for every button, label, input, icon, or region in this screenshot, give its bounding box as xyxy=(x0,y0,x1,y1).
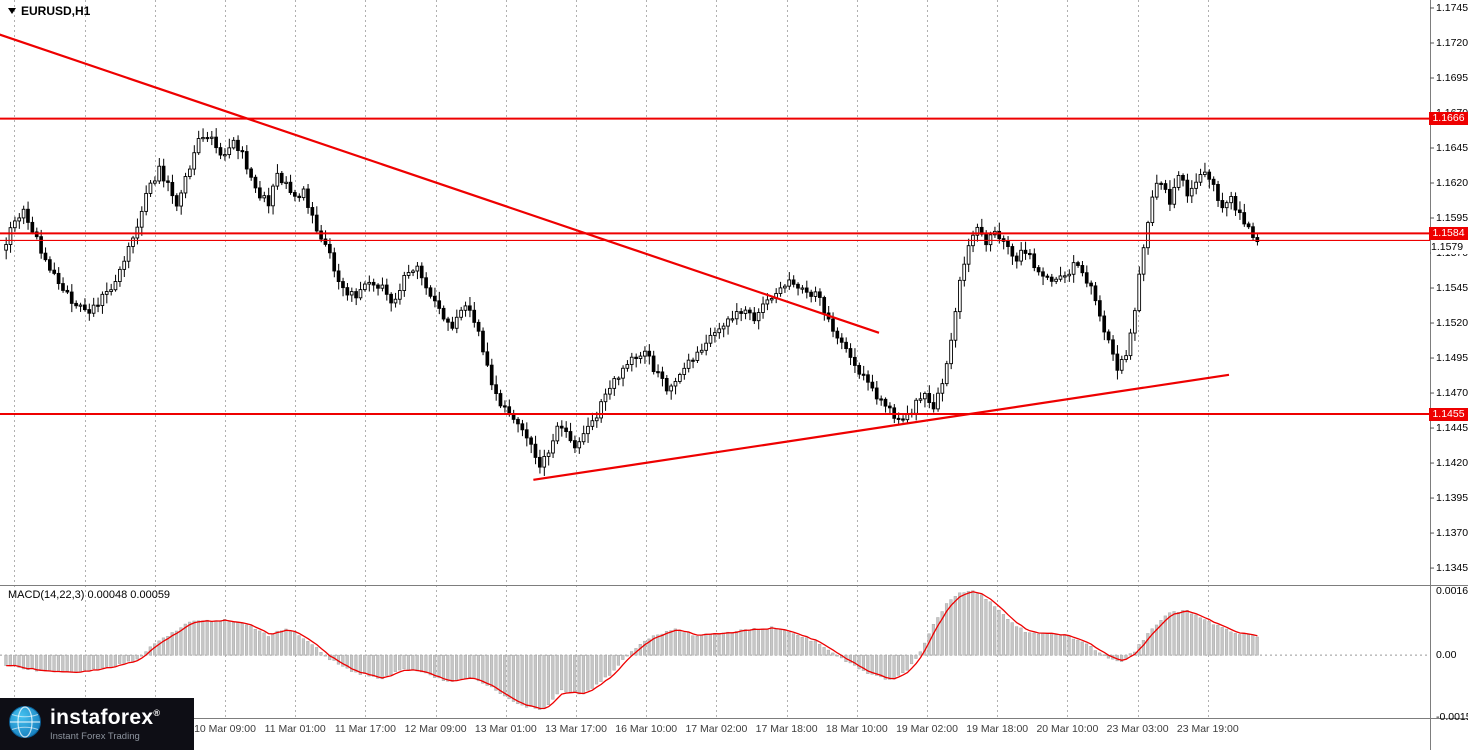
time-axis-label: 16 Mar 10:00 xyxy=(615,723,678,735)
time-axis-label: 23 Mar 19:00 xyxy=(1176,723,1239,735)
price-axis-tick: 1.1470 xyxy=(1436,387,1468,400)
price-axis-tick: 1.1420 xyxy=(1436,457,1468,470)
price-axis-tick: 1.1395 xyxy=(1436,492,1468,505)
price-axis-tick: 1.1595 xyxy=(1436,212,1468,224)
price-level-label: 1.1666 xyxy=(1429,112,1468,126)
macd-signal-line xyxy=(6,591,1258,710)
watermark-brand: instaforex® xyxy=(50,705,161,729)
time-axis-label: 19 Mar 02:00 xyxy=(896,723,958,735)
symbol-period-label: EURUSD,H1 xyxy=(21,4,91,18)
time-axis-label: 11 Mar 17:00 xyxy=(334,723,396,735)
price-axis-tick: 1.1720 xyxy=(1436,36,1468,49)
current-price-label: 1.1579 xyxy=(1431,240,1468,254)
candlestick-series xyxy=(4,128,1260,476)
time-axis-label: 19 Mar 18:00 xyxy=(966,723,1029,735)
macd-axis-tick: 0.00 xyxy=(1436,649,1457,662)
macd-panel xyxy=(0,590,1430,710)
time-axis-label: 18 Mar 10:00 xyxy=(825,723,888,735)
time-axis-label: 13 Mar 17:00 xyxy=(545,723,607,735)
time-axis-label: 11 Mar 01:00 xyxy=(264,723,326,735)
macd-axis-tick: -0.00159 xyxy=(1436,711,1468,723)
price-level-label: 1.1584 xyxy=(1429,226,1468,240)
price-axis-tick: 1.1695 xyxy=(1436,71,1468,84)
instaforex-globe-icon xyxy=(8,705,42,744)
price-axis-tick: 1.1645 xyxy=(1436,142,1468,154)
time-axis-label: 13 Mar 01:00 xyxy=(474,723,537,735)
macd-indicator-label: MACD(14,22,3) 0.00048 0.00059 xyxy=(8,589,171,601)
time-axis-label: 17 Mar 18:00 xyxy=(755,723,818,735)
price-axis-tick: 1.1620 xyxy=(1436,177,1468,189)
time-axis-label: 23 Mar 03:00 xyxy=(1106,723,1169,735)
price-level-label: 1.1455 xyxy=(1429,407,1468,421)
trendlines[interactable] xyxy=(0,33,1230,481)
trendline-ascending xyxy=(533,373,1230,481)
chart-menu-icon[interactable] xyxy=(8,8,16,14)
price-axis-tick: 1.1745 xyxy=(1436,1,1468,14)
horizontal-level-lines[interactable] xyxy=(0,117,1430,416)
time-axis-label: 20 Mar 10:00 xyxy=(1036,723,1099,735)
price-axis-tick: 1.1520 xyxy=(1436,317,1468,330)
trendline-descending xyxy=(0,33,880,334)
time-axis-label: 12 Mar 09:00 xyxy=(404,723,467,735)
watermark-tagline: Instant Forex Trading xyxy=(50,730,140,742)
price-axis-tick: 1.1370 xyxy=(1436,527,1468,540)
price-axis-tick: 1.1495 xyxy=(1436,352,1468,365)
price-axis-tick: 1.1545 xyxy=(1436,282,1468,295)
time-axis-label: 17 Mar 02:00 xyxy=(685,723,748,735)
macd-axis-tick: 0.00165 xyxy=(1436,585,1468,597)
gridlines xyxy=(14,0,1209,718)
time-axis-label: 10 Mar 09:00 xyxy=(194,723,256,735)
price-axis-tick: 1.1445 xyxy=(1436,422,1468,435)
instaforex-watermark: instaforex® Instant Forex Trading xyxy=(0,698,194,750)
price-axis-tick: 1.1345 xyxy=(1436,562,1468,575)
